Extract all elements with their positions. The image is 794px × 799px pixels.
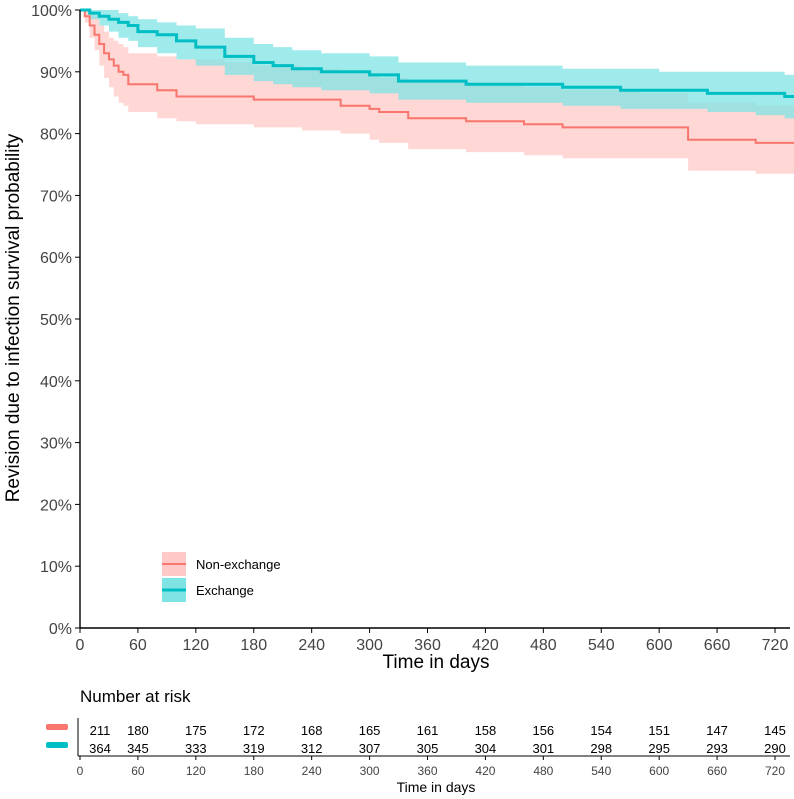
risk-table-x-label: Time in days	[397, 779, 476, 795]
risk-tick-label: 180	[244, 764, 264, 778]
y-tick-label: 0%	[49, 621, 72, 638]
risk-count: 305	[417, 741, 439, 756]
legend-label-non-exchange: Non-exchange	[196, 557, 281, 572]
y-tick-label: 40%	[40, 374, 72, 391]
confidence-bands	[80, 10, 794, 174]
risk-count: 295	[648, 741, 670, 756]
x-tick-label: 480	[530, 637, 557, 654]
risk-table-title: Number at risk	[80, 687, 191, 706]
y-tick-label: 50%	[40, 312, 72, 329]
risk-tick-label: 420	[475, 764, 495, 778]
risk-count: 161	[417, 723, 439, 738]
risk-count: 304	[475, 741, 497, 756]
risk-count: 319	[243, 741, 265, 756]
risk-count: 345	[127, 741, 149, 756]
risk-table-ticks: 0 60 120 180 240 300 360 420 480 540 600 660 720	[77, 756, 785, 778]
risk-tick-label: 240	[302, 764, 322, 778]
x-tick-label: 420	[472, 637, 499, 654]
survival-curves	[80, 8, 794, 144]
x-tick-label: 720	[762, 637, 789, 654]
y-tick-label: 10%	[40, 559, 72, 576]
risk-row-key-non-exchange	[46, 724, 68, 730]
x-tick-label: 360	[414, 637, 441, 654]
y-tick-label: 30%	[40, 436, 72, 453]
risk-tick-label: 0	[77, 764, 84, 778]
x-tick-label: 600	[646, 637, 673, 654]
y-axis-label: Revision due to infection survival proba…	[3, 133, 24, 502]
y-tick-label: 100%	[31, 3, 72, 20]
risk-count: 151	[648, 723, 670, 738]
risk-count: 298	[590, 741, 612, 756]
x-tick-label: 180	[240, 637, 267, 654]
x-tick-label: 0	[76, 637, 85, 654]
legend: Non-exchange Exchange	[162, 552, 281, 602]
legend-label-exchange: Exchange	[196, 583, 254, 598]
y-tick-label: 90%	[40, 65, 72, 82]
y-tick-label: 70%	[40, 188, 72, 205]
risk-row-key-exchange	[46, 742, 68, 748]
risk-count: 180	[127, 723, 149, 738]
risk-tick-label: 540	[591, 764, 611, 778]
risk-count: 168	[301, 723, 323, 738]
risk-tick-label: 600	[649, 764, 669, 778]
risk-count: 156	[532, 723, 554, 738]
curve-exchange	[80, 8, 794, 98]
risk-count: 312	[301, 741, 323, 756]
risk-count: 145	[764, 723, 786, 738]
x-tick-label: 120	[182, 637, 209, 654]
risk-tick-label: 60	[131, 764, 145, 778]
y-axis-ticks: 0% 10% 20% 30% 40% 50% 60% 70% 80% 90% 100%	[31, 3, 80, 638]
risk-table: Number at risk 211 180 175 172 168 165 161 158 1…	[46, 687, 790, 795]
x-axis-label: Time in days	[383, 652, 490, 673]
x-tick-label: 60	[129, 637, 147, 654]
risk-count: 175	[185, 723, 207, 738]
risk-tick-label: 300	[360, 764, 380, 778]
risk-count: 307	[359, 741, 381, 756]
x-tick-label: 240	[298, 637, 325, 654]
risk-counts: 211 180 175 172 168 165 161 158 156 154 151 147 145 3…	[89, 723, 786, 756]
risk-tick-label: 660	[707, 764, 727, 778]
x-axis-ticks: 0 60 120 180 240 300 360 420 480 540 600 660 720	[76, 628, 789, 654]
y-tick-label: 80%	[40, 127, 72, 144]
x-tick-label: 540	[588, 637, 615, 654]
y-tick-label: 60%	[40, 250, 72, 267]
risk-count: 211	[90, 723, 111, 738]
risk-tick-label: 720	[765, 764, 785, 778]
risk-count: 172	[243, 723, 265, 738]
band-exchange	[80, 10, 794, 119]
curve-non-exchange	[80, 9, 794, 144]
y-tick-label: 20%	[40, 497, 72, 514]
risk-count: 158	[475, 723, 497, 738]
risk-tick-label: 120	[186, 764, 206, 778]
risk-count: 290	[764, 741, 786, 756]
risk-count: 147	[706, 723, 728, 738]
x-tick-label: 300	[356, 637, 383, 654]
risk-tick-label: 360	[417, 764, 437, 778]
risk-count: 301	[532, 741, 554, 756]
risk-count: 364	[89, 741, 111, 756]
risk-count: 333	[185, 741, 207, 756]
x-tick-label: 660	[704, 637, 731, 654]
risk-count: 154	[590, 723, 612, 738]
risk-count: 293	[706, 741, 728, 756]
risk-count: 165	[359, 723, 381, 738]
risk-tick-label: 480	[533, 764, 553, 778]
